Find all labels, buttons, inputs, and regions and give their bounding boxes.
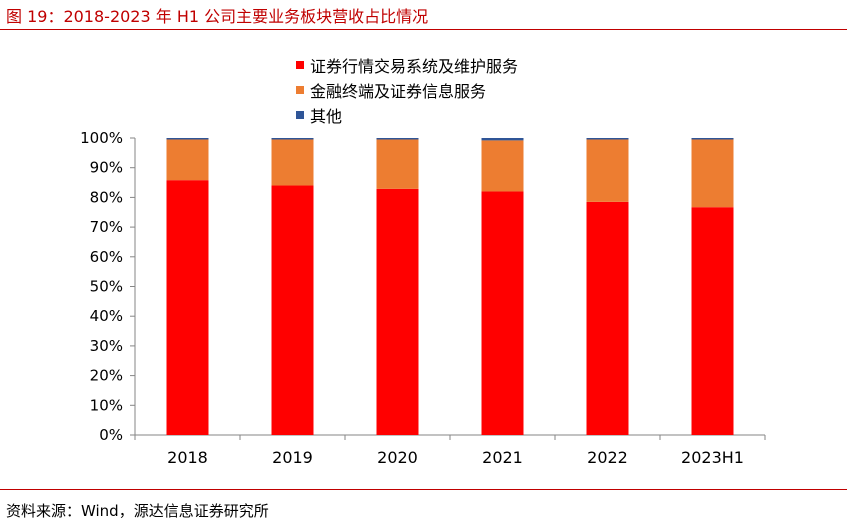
bar-segment <box>691 139 734 208</box>
source-divider <box>0 489 847 490</box>
y-tick-label: 60% <box>90 248 123 266</box>
legend-item-financial-terminal: 金融终端及证券信息服务 <box>296 77 518 102</box>
x-tick-label: 2019 <box>272 448 313 467</box>
y-tick-label: 40% <box>90 307 123 325</box>
source-note: 资料来源：Wind，源达信息证券研究所 <box>6 502 269 520</box>
legend-item-other: 其他 <box>296 102 518 127</box>
y-tick-label: 80% <box>90 188 123 206</box>
legend-swatch-other <box>296 110 304 119</box>
bar-segment <box>481 191 524 435</box>
legend-swatch-financial-terminal <box>296 85 304 94</box>
y-tick-label: 10% <box>90 396 123 414</box>
bar-segment <box>586 138 629 140</box>
y-tick-label: 50% <box>90 278 123 296</box>
x-tick-label: 2020 <box>377 448 418 467</box>
legend-label-securities-trading: 证券行情交易系统及维护服务 <box>310 56 519 76</box>
bar-segment <box>166 138 209 140</box>
y-tick-label: 20% <box>90 367 123 385</box>
bar-segment <box>691 207 734 435</box>
bar-segment <box>481 138 524 141</box>
legend-label-financial-terminal: 金融终端及证券信息服务 <box>310 81 487 101</box>
x-tick-label: 2021 <box>482 448 523 467</box>
stacked-bar-chart: 0% 10% 20% 30% 40% 50% 60% 70% 80% 90% 100% 2018 201… <box>80 129 766 467</box>
y-tick-label: 90% <box>90 159 123 177</box>
x-tick-label: 2018 <box>167 448 208 467</box>
title-divider <box>0 29 847 30</box>
bar-segment <box>166 180 209 435</box>
bar-segment <box>691 138 734 140</box>
legend-item-securities-trading: 证券行情交易系统及维护服务 <box>296 52 518 77</box>
y-tick-label: 70% <box>90 218 123 236</box>
x-tick-label: 2022 <box>587 448 628 467</box>
bar-segment <box>586 139 629 202</box>
bar-segment <box>271 185 314 435</box>
bar-segment <box>271 139 314 186</box>
bar-segment <box>166 139 209 181</box>
bar-segment <box>271 138 314 140</box>
bar-segment <box>586 201 629 435</box>
y-tick-label: 0% <box>99 426 123 444</box>
bar-segment <box>376 138 419 140</box>
figure-title: 图 19：2018-2023 年 H1 公司主要业务板块营收占比情况 <box>6 7 429 26</box>
chart-legend: 证券行情交易系统及维护服务 金融终端及证券信息服务 其他 <box>296 52 518 127</box>
legend-swatch-securities-trading <box>296 60 304 69</box>
bar-segment <box>376 139 419 189</box>
y-tick-label: 100% <box>80 129 123 147</box>
bar-segment <box>481 140 524 192</box>
bar-segment <box>376 188 419 435</box>
y-tick-label: 30% <box>90 337 123 355</box>
legend-label-other: 其他 <box>310 106 343 126</box>
x-tick-label: 2023H1 <box>681 448 744 467</box>
